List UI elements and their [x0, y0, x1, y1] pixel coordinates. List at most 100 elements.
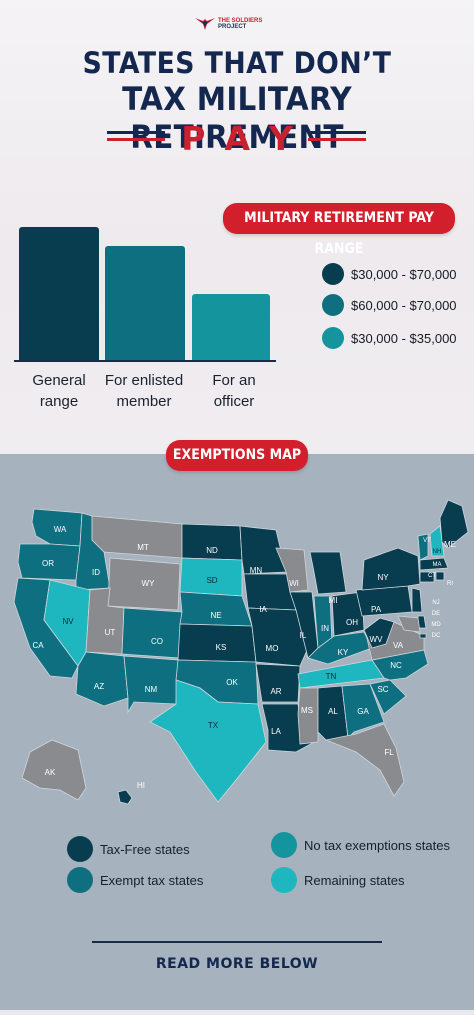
legend-item-enlisted: $60,000 - $70,000	[322, 293, 462, 317]
state-label-or: OR	[42, 559, 54, 568]
legend-item-tax-free: Tax-Free states	[67, 836, 190, 862]
chart-baseline	[14, 360, 276, 362]
state-ga	[341, 683, 385, 739]
legend-dot-teal	[322, 327, 344, 349]
state-mn	[239, 525, 287, 575]
state-ne	[179, 591, 253, 627]
state-label-me: ME	[444, 540, 456, 549]
state-vt	[417, 533, 429, 561]
state-nh	[429, 525, 445, 557]
state-label-wa: WA	[54, 525, 67, 534]
state-label-co: CO	[151, 637, 163, 646]
state-hi	[117, 789, 133, 805]
state-label-de: DE	[432, 611, 440, 617]
state-tx	[149, 679, 267, 803]
state-ri	[435, 571, 445, 581]
state-wv	[363, 617, 395, 649]
state-label-va: VA	[393, 641, 404, 650]
read-more-link[interactable]: READ MORE BELOW	[155, 956, 319, 972]
state-label-hi: HI	[137, 781, 145, 790]
legend-label-exempt: Exempt tax states	[100, 872, 204, 888]
state-label-ar: AR	[270, 687, 281, 696]
category-label-enlisted-line-2: member	[116, 393, 172, 410]
legend-item-no-exemptions: No tax exemptions states	[271, 832, 450, 858]
page-title-line-2: TAX MILITARY RETIREMENT	[122, 80, 352, 156]
state-co	[121, 607, 183, 659]
exemptions-map-heading: EXEMPTIONS MAP	[166, 440, 308, 471]
state-label-id: ID	[92, 568, 100, 577]
brand-line-2: PROJECT	[218, 24, 247, 30]
state-label-ct: CT	[428, 573, 436, 579]
state-mi	[309, 551, 347, 595]
legend-label-tax-free: Tax-Free states	[100, 841, 190, 857]
category-label-officer: For an officer	[184, 370, 284, 412]
state-label-sd: SD	[206, 576, 217, 585]
category-label-enlisted: For enlisted member	[94, 370, 194, 412]
state-label-mn: MN	[250, 566, 263, 575]
bar-for-enlisted-member	[105, 246, 185, 360]
state-label-ca: CA	[32, 641, 44, 650]
legend-item-remaining: Remaining states	[271, 867, 404, 893]
state-label-wy: WY	[142, 579, 156, 588]
state-sc	[369, 679, 407, 715]
state-label-nd: ND	[206, 546, 218, 555]
legend-item-general: $30,000 - $70,000	[322, 262, 462, 286]
state-label-ri: RI	[447, 581, 453, 587]
state-fl	[324, 723, 405, 797]
state-label-ak: AK	[45, 768, 56, 777]
legend-item-officer: $30,000 - $35,000	[322, 326, 462, 350]
state-ma	[419, 557, 449, 571]
state-label-ne: NE	[210, 611, 221, 620]
state-label-ma: MA	[433, 562, 442, 568]
state-label-wv: WV	[370, 635, 384, 644]
state-az	[75, 651, 129, 707]
state-label-tx: TX	[208, 721, 219, 730]
state-label-pa: PA	[371, 605, 382, 614]
title-rule-right	[308, 131, 366, 134]
state-ak	[21, 739, 87, 801]
state-label-ia: IA	[259, 605, 267, 614]
footer-divider	[92, 941, 382, 943]
state-label-fl: FL	[384, 748, 394, 757]
title-rule-left	[107, 131, 165, 134]
state-label-nm: NM	[145, 685, 158, 694]
us-exemptions-map: WA OR CA ID NV MT WY UT AZ CO NM ND SD NE KS OK TX MN IA MO…	[13, 499, 469, 805]
state-label-sc: SC	[377, 685, 388, 694]
state-label-il: IL	[300, 631, 307, 640]
state-label-ny: NY	[377, 573, 389, 582]
legend-dot-remaining	[271, 867, 297, 893]
state-label-nh: NH	[433, 549, 442, 555]
state-ny	[361, 547, 421, 591]
state-dc	[419, 633, 427, 639]
state-label-tn: TN	[326, 672, 337, 681]
state-label-ks: KS	[216, 643, 227, 652]
state-label-al: AL	[328, 707, 338, 716]
legend-label: $30,000 - $35,000	[351, 330, 457, 346]
state-label-mt: MT	[137, 543, 149, 552]
bottom-strip	[0, 1010, 474, 1015]
legend-dot-tax-free	[67, 836, 93, 862]
category-label-general: General range	[9, 370, 109, 412]
category-label-general-line-1: General	[32, 372, 86, 389]
state-nm	[123, 655, 179, 714]
page-title-line-3: PAY	[181, 119, 315, 158]
state-label-nj: NJ	[432, 600, 439, 606]
state-label-ga: GA	[357, 707, 369, 716]
legend-label-remaining: Remaining states	[304, 872, 405, 888]
category-label-general-line-2: range	[39, 393, 79, 410]
state-md	[397, 615, 421, 633]
state-label-az: AZ	[94, 682, 104, 691]
state-mt	[91, 515, 183, 559]
state-me	[439, 499, 469, 549]
state-label-nv: NV	[62, 617, 74, 626]
state-ct	[419, 571, 435, 583]
state-nj	[411, 587, 423, 613]
state-wi	[275, 547, 309, 593]
state-label-wi: WI	[289, 579, 299, 588]
state-label-oh: OH	[346, 618, 358, 627]
title-rule-right-red	[308, 138, 366, 141]
legend-dot-mid-teal	[322, 294, 344, 316]
brand-logo: THE SOLDIERS PROJECT	[195, 14, 285, 34]
category-label-officer-line-2: officer	[213, 393, 255, 410]
state-label-md: MD	[431, 622, 441, 628]
